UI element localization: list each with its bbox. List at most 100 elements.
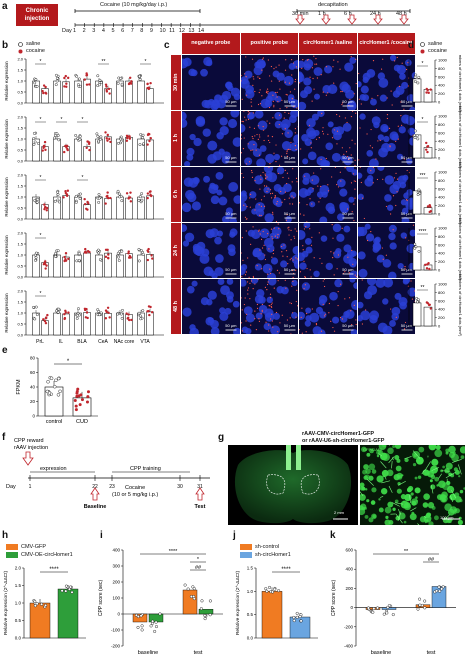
d-tick-label: 0	[438, 156, 441, 161]
point	[435, 589, 439, 593]
point	[64, 584, 68, 588]
tick-label: 0.5	[15, 618, 22, 623]
point	[136, 615, 140, 619]
c-image-tile: 50 μm	[299, 279, 357, 334]
point	[33, 604, 37, 608]
c-scalebar: 50 μm	[225, 99, 237, 104]
b-point	[127, 318, 131, 322]
point	[437, 585, 441, 589]
b-sig: *	[40, 59, 42, 65]
b-point	[119, 137, 123, 141]
point	[387, 604, 391, 608]
d-point	[428, 267, 431, 271]
d-point	[429, 307, 432, 310]
time-arrow	[399, 14, 409, 25]
b-point	[141, 309, 145, 312]
b-point	[88, 148, 91, 152]
point	[186, 587, 190, 591]
e-point	[56, 393, 61, 397]
d-ylabel: Numbers of circHomer1 dots (mm²)	[458, 274, 463, 337]
b-point	[146, 310, 149, 313]
c-scalebar: 50 μm	[283, 267, 295, 272]
c-scalebar: 50 μm	[400, 211, 412, 216]
d-point	[415, 134, 419, 138]
c-image-tile: 50 μm	[357, 223, 415, 278]
c-row-header: 6 h	[171, 167, 181, 222]
point	[154, 620, 158, 624]
b-point	[37, 142, 40, 145]
b-point	[138, 195, 142, 199]
point	[154, 625, 158, 629]
c-scalebar: 50 μm	[342, 267, 354, 272]
b-point	[55, 79, 59, 83]
tick-label: -200	[111, 644, 121, 649]
d-point	[416, 298, 420, 301]
day-number: 3	[92, 28, 96, 34]
ylabel: Relative expression (2^-ΔΔCt)	[3, 571, 9, 636]
b-point	[56, 190, 60, 194]
b-point	[33, 81, 37, 85]
scale-100um: 100 μm	[440, 515, 454, 520]
b-tick-label: 1.0	[17, 79, 23, 84]
d-point	[425, 267, 429, 270]
b-point	[105, 310, 108, 314]
legend-d-saline: saline	[420, 41, 442, 47]
b-point	[65, 193, 69, 196]
b-point	[97, 248, 100, 252]
b-point	[85, 83, 89, 86]
b-point	[75, 317, 79, 320]
d-tick-label: 1000	[438, 170, 448, 175]
b-point	[137, 198, 141, 202]
timeline-a	[74, 9, 411, 27]
d-point	[427, 91, 430, 95]
b-point	[43, 203, 46, 206]
b-point	[105, 137, 108, 140]
b-point	[86, 140, 90, 143]
b-point	[106, 306, 110, 309]
point	[60, 589, 64, 593]
d-point	[413, 246, 417, 250]
b-point	[138, 143, 142, 146]
b-point	[87, 202, 90, 205]
point	[139, 614, 143, 618]
b-point	[54, 252, 57, 255]
f-day-number: 30	[177, 484, 183, 490]
d-bar	[412, 302, 422, 327]
b-point	[63, 317, 66, 321]
c-image-tile: 50 μm	[299, 111, 357, 166]
b-point	[97, 193, 101, 196]
e-point	[76, 387, 80, 391]
b-point	[118, 195, 122, 199]
d-ylabel: Numbers of circHomer1 dots (mm²)	[458, 106, 463, 169]
b-point	[45, 206, 49, 210]
b-tick-label: 0.5	[17, 264, 23, 269]
d-tick-label: 600	[438, 130, 445, 135]
day-number: 1	[73, 28, 77, 34]
b-point	[104, 317, 108, 320]
b-point	[66, 76, 70, 80]
b-bar	[146, 139, 154, 162]
b-point	[129, 82, 133, 85]
e-point	[75, 394, 79, 398]
b-point	[63, 255, 66, 259]
b-point	[41, 149, 44, 152]
b-point	[118, 192, 121, 196]
b-point	[107, 256, 110, 260]
point	[385, 611, 389, 615]
point	[199, 607, 203, 611]
panel-h-label: h	[2, 530, 9, 541]
b-point	[96, 134, 100, 138]
b-point	[97, 200, 101, 204]
b-point	[33, 317, 37, 321]
d-tick-label: 400	[438, 139, 445, 144]
b-point	[54, 83, 58, 87]
d-sig: ****	[419, 229, 427, 235]
point	[277, 589, 281, 593]
b-point	[63, 150, 66, 154]
b-point	[43, 145, 46, 148]
b-point	[117, 255, 120, 259]
b-tick-label: 0.0	[17, 275, 23, 280]
point	[203, 614, 207, 618]
d-point	[425, 141, 428, 145]
group-label: baseline	[371, 650, 392, 656]
